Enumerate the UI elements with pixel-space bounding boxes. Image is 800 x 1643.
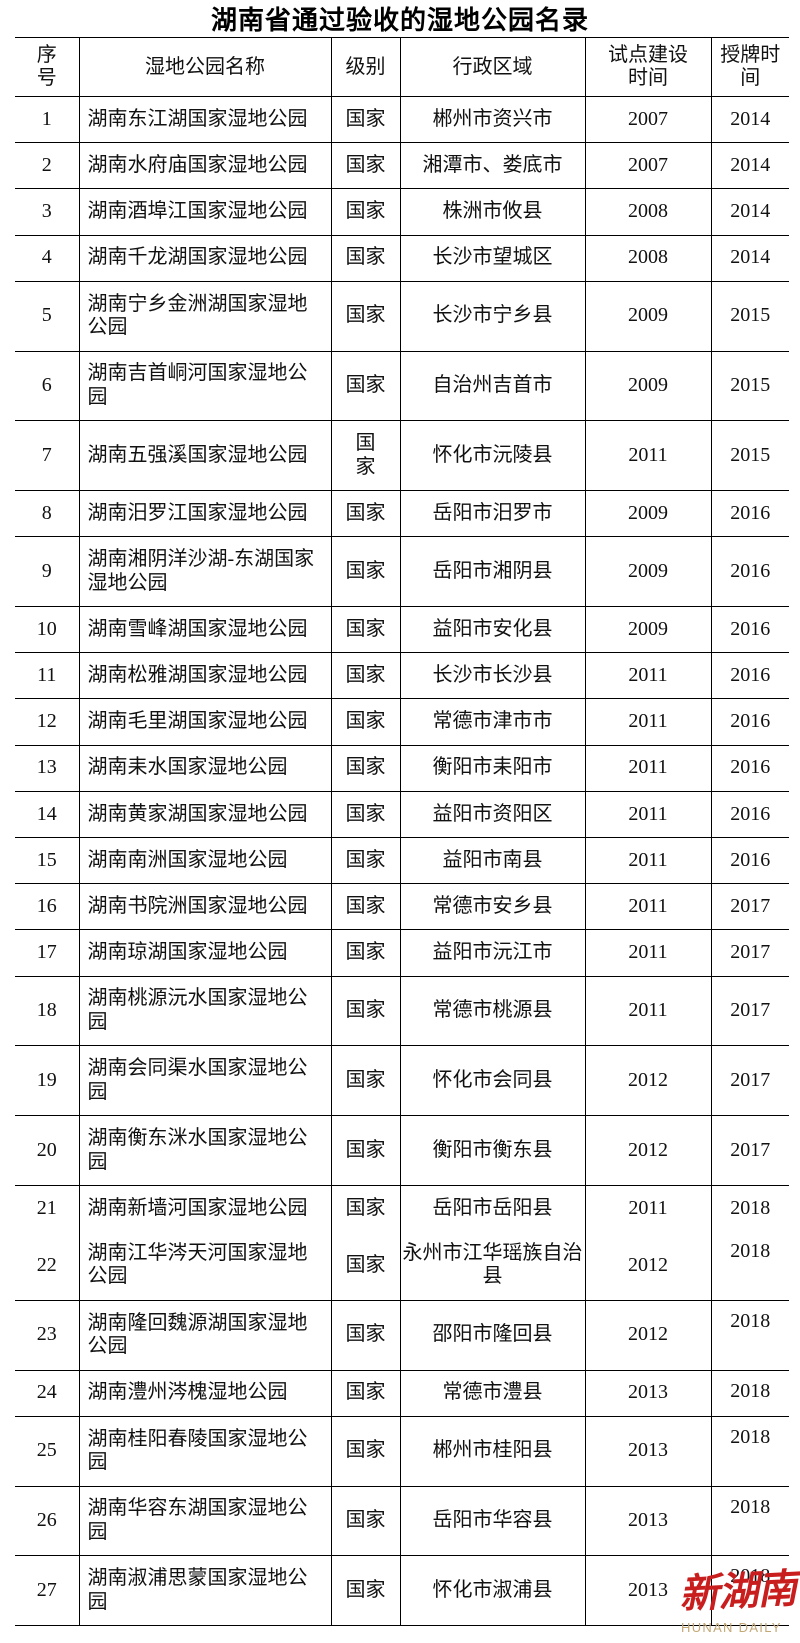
svg-text:HUNAN DAILY: HUNAN DAILY [681,1620,782,1635]
svg-text:新湖南: 新湖南 [678,1566,800,1617]
